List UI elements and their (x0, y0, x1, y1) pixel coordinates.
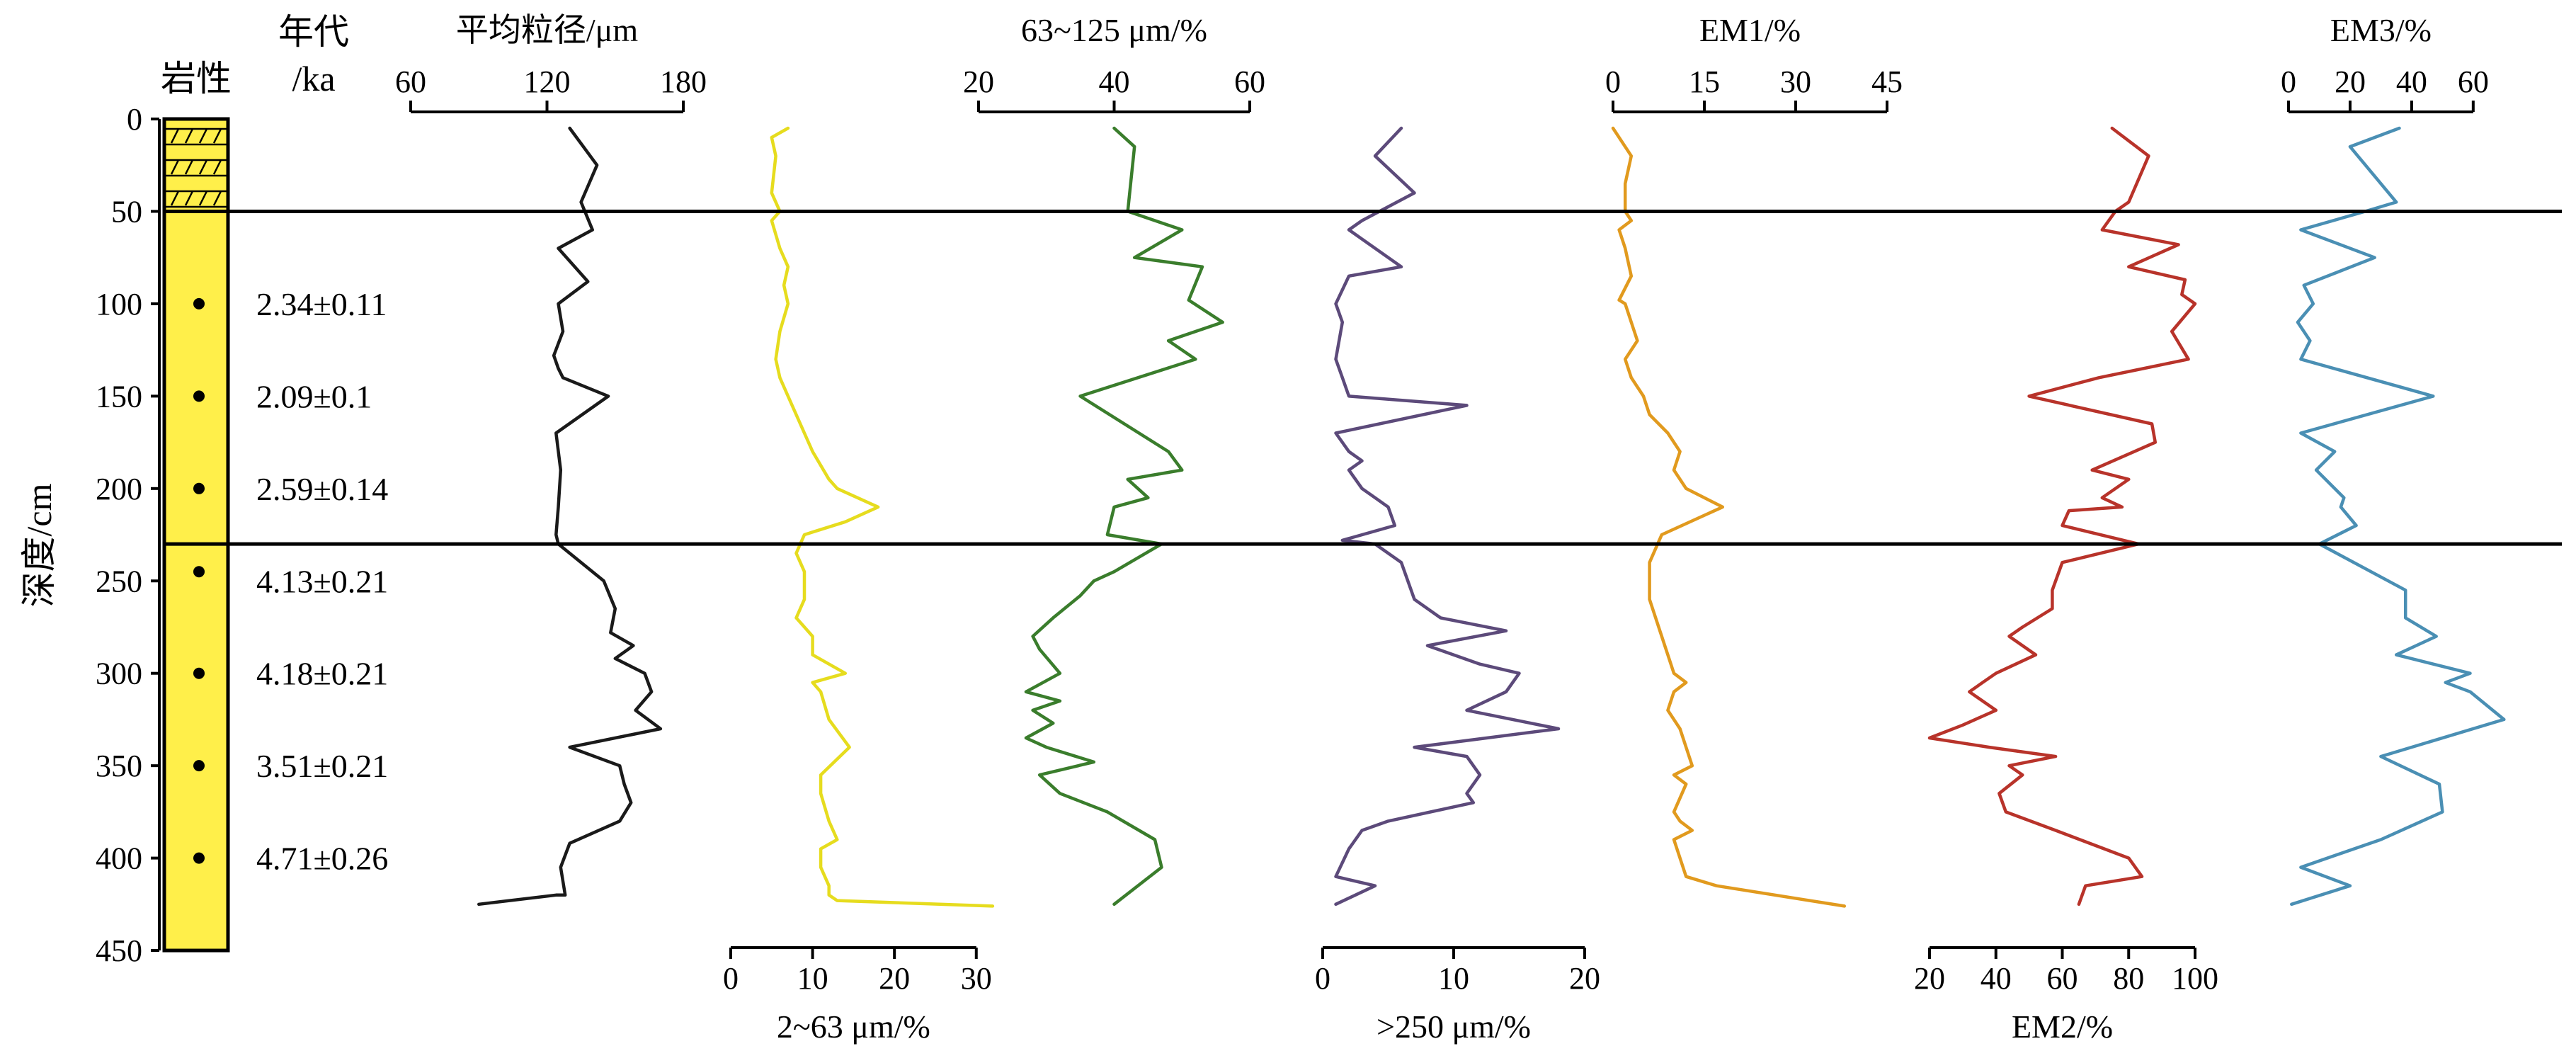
series-line (770, 126, 995, 908)
series-line (477, 126, 663, 907)
hatch-slash (184, 191, 194, 206)
lithology-dot (193, 297, 205, 309)
unit-boundaries (164, 209, 2562, 546)
lithology-hatch (164, 127, 228, 208)
panel-axis-title: EM1/% (1699, 12, 1801, 48)
panel-5: 0 15 30 45 EM1/% (1605, 12, 1903, 908)
lithology-dot (193, 482, 205, 494)
panel-tick-label: 30 (961, 961, 992, 996)
hatch-slash (212, 128, 222, 144)
panel-tick-label: 45 (1871, 64, 1903, 99)
hatch-slash (184, 159, 194, 175)
panel-tick-label: 60 (2047, 961, 2078, 996)
lithology-dot (193, 390, 205, 402)
panel-tick-label: 20 (2335, 64, 2366, 99)
panel-tick-label: 20 (1569, 961, 1600, 996)
panel-tick-label: 0 (2281, 64, 2296, 99)
depth-tick-label: 350 (96, 749, 142, 783)
panel-tick-label: 0 (723, 961, 739, 996)
age-label: 3.51±0.21 (256, 748, 388, 784)
panel-tick-label: 120 (524, 64, 571, 99)
age-label: 4.13±0.21 (256, 563, 388, 599)
panel-tick-label: 30 (1780, 64, 1811, 99)
panel-tick-label: 40 (2396, 64, 2427, 99)
hatch-slash (198, 128, 208, 144)
age-unit: /ka (292, 59, 335, 98)
panel-tick-label: 10 (1438, 961, 1469, 996)
panel-tick-label: 0 (1315, 961, 1330, 996)
lithology-dot (193, 760, 205, 772)
depth-tick-label: 200 (96, 472, 142, 506)
panel-tick-label: 40 (1981, 961, 2012, 996)
panel-axis-title: 平均粒径/μm (456, 12, 638, 48)
panel-4: 0 10 20 >250 μm/% (1315, 126, 1600, 1045)
panel-tick-label: 20 (963, 64, 994, 99)
hatch-slash (198, 191, 208, 206)
age-labels: 2.34±0.11 2.09±0.1 2.59±0.14 4.13±0.21 4.18±… (256, 286, 388, 877)
panel-tick-label: 60 (395, 64, 426, 99)
depth-tick-label: 450 (96, 933, 142, 968)
panel-tick-label: 60 (1234, 64, 1265, 99)
age-label: 2.09±0.1 (256, 378, 372, 414)
hatch-slash (184, 128, 194, 144)
panel-tick-label: 15 (1689, 64, 1720, 99)
panel-1: 60 120 180 平均粒径/μm (395, 12, 707, 907)
panel-3: 20 40 60 63~125 μm/% (963, 12, 1265, 907)
panel-axis-title: >250 μm/% (1377, 1009, 1531, 1045)
age-label: 4.71±0.26 (256, 841, 388, 877)
hatch-slash (170, 128, 180, 144)
series-line (1334, 126, 1561, 907)
panel-tick-label: 20 (879, 961, 910, 996)
depth-axis: 0 50 100 150 200 250 300 350 400 450 (96, 102, 161, 968)
panel-tick-label: 10 (797, 961, 828, 996)
panel-tick-label: 180 (660, 64, 707, 99)
series-line (1024, 126, 1224, 907)
depth-tick-label: 0 (127, 102, 142, 137)
depth-axis-title: 深度/cm (19, 483, 59, 607)
lithology-column (162, 117, 230, 953)
lithology-title: 岩性 (161, 59, 232, 98)
panel-axis-title: 63~125 μm/% (1021, 12, 1207, 48)
age-label: 4.18±0.21 (256, 656, 388, 692)
depth-tick-label: 400 (96, 841, 142, 876)
panel-axis-title: EM3/% (2330, 12, 2432, 48)
depth-tick-label: 150 (96, 379, 142, 414)
series-line (1927, 126, 2197, 907)
hatch-slash (198, 159, 208, 175)
age-title: 年代 (278, 12, 349, 52)
hatch-slash (170, 191, 180, 206)
hatch-slash (212, 159, 222, 175)
panel-6: 20 40 60 80 100 EM2/% (1914, 126, 2218, 1045)
panel-tick-label: 60 (2458, 64, 2489, 99)
panel-tick-label: 40 (1099, 64, 1130, 99)
depth-tick-label: 250 (96, 564, 142, 598)
hatch-slash (212, 191, 222, 206)
proxy-panels: 60 120 180 平均粒径/μm 0 10 20 30 2~63 μm/% 20 40 60 63~… (395, 12, 2506, 1045)
age-label: 2.59±0.14 (256, 471, 388, 507)
panel-tick-label: 80 (2113, 961, 2144, 996)
depth-tick-label: 300 (96, 657, 142, 691)
series-line (1611, 126, 1847, 908)
series-line (2290, 126, 2506, 907)
panel-7: 0 20 40 60 EM3/% (2281, 12, 2506, 907)
lithology-dot (193, 852, 205, 864)
panel-axis-title: EM2/% (2012, 1009, 2113, 1045)
lithology-fill (162, 117, 230, 953)
panel-tick-label: 20 (1914, 961, 1945, 996)
panel-2: 0 10 20 30 2~63 μm/% (723, 126, 995, 1045)
lithology-dot (193, 566, 205, 578)
age-label: 2.34±0.11 (256, 286, 387, 322)
hatch-slash (170, 159, 180, 175)
lithology-dot (193, 667, 205, 679)
depth-tick-label: 50 (111, 194, 142, 229)
panel-axis-title: 2~63 μm/% (777, 1009, 930, 1045)
panel-tick-label: 0 (1605, 64, 1621, 99)
panel-tick-label: 100 (2172, 961, 2218, 996)
depth-tick-label: 100 (96, 287, 142, 322)
